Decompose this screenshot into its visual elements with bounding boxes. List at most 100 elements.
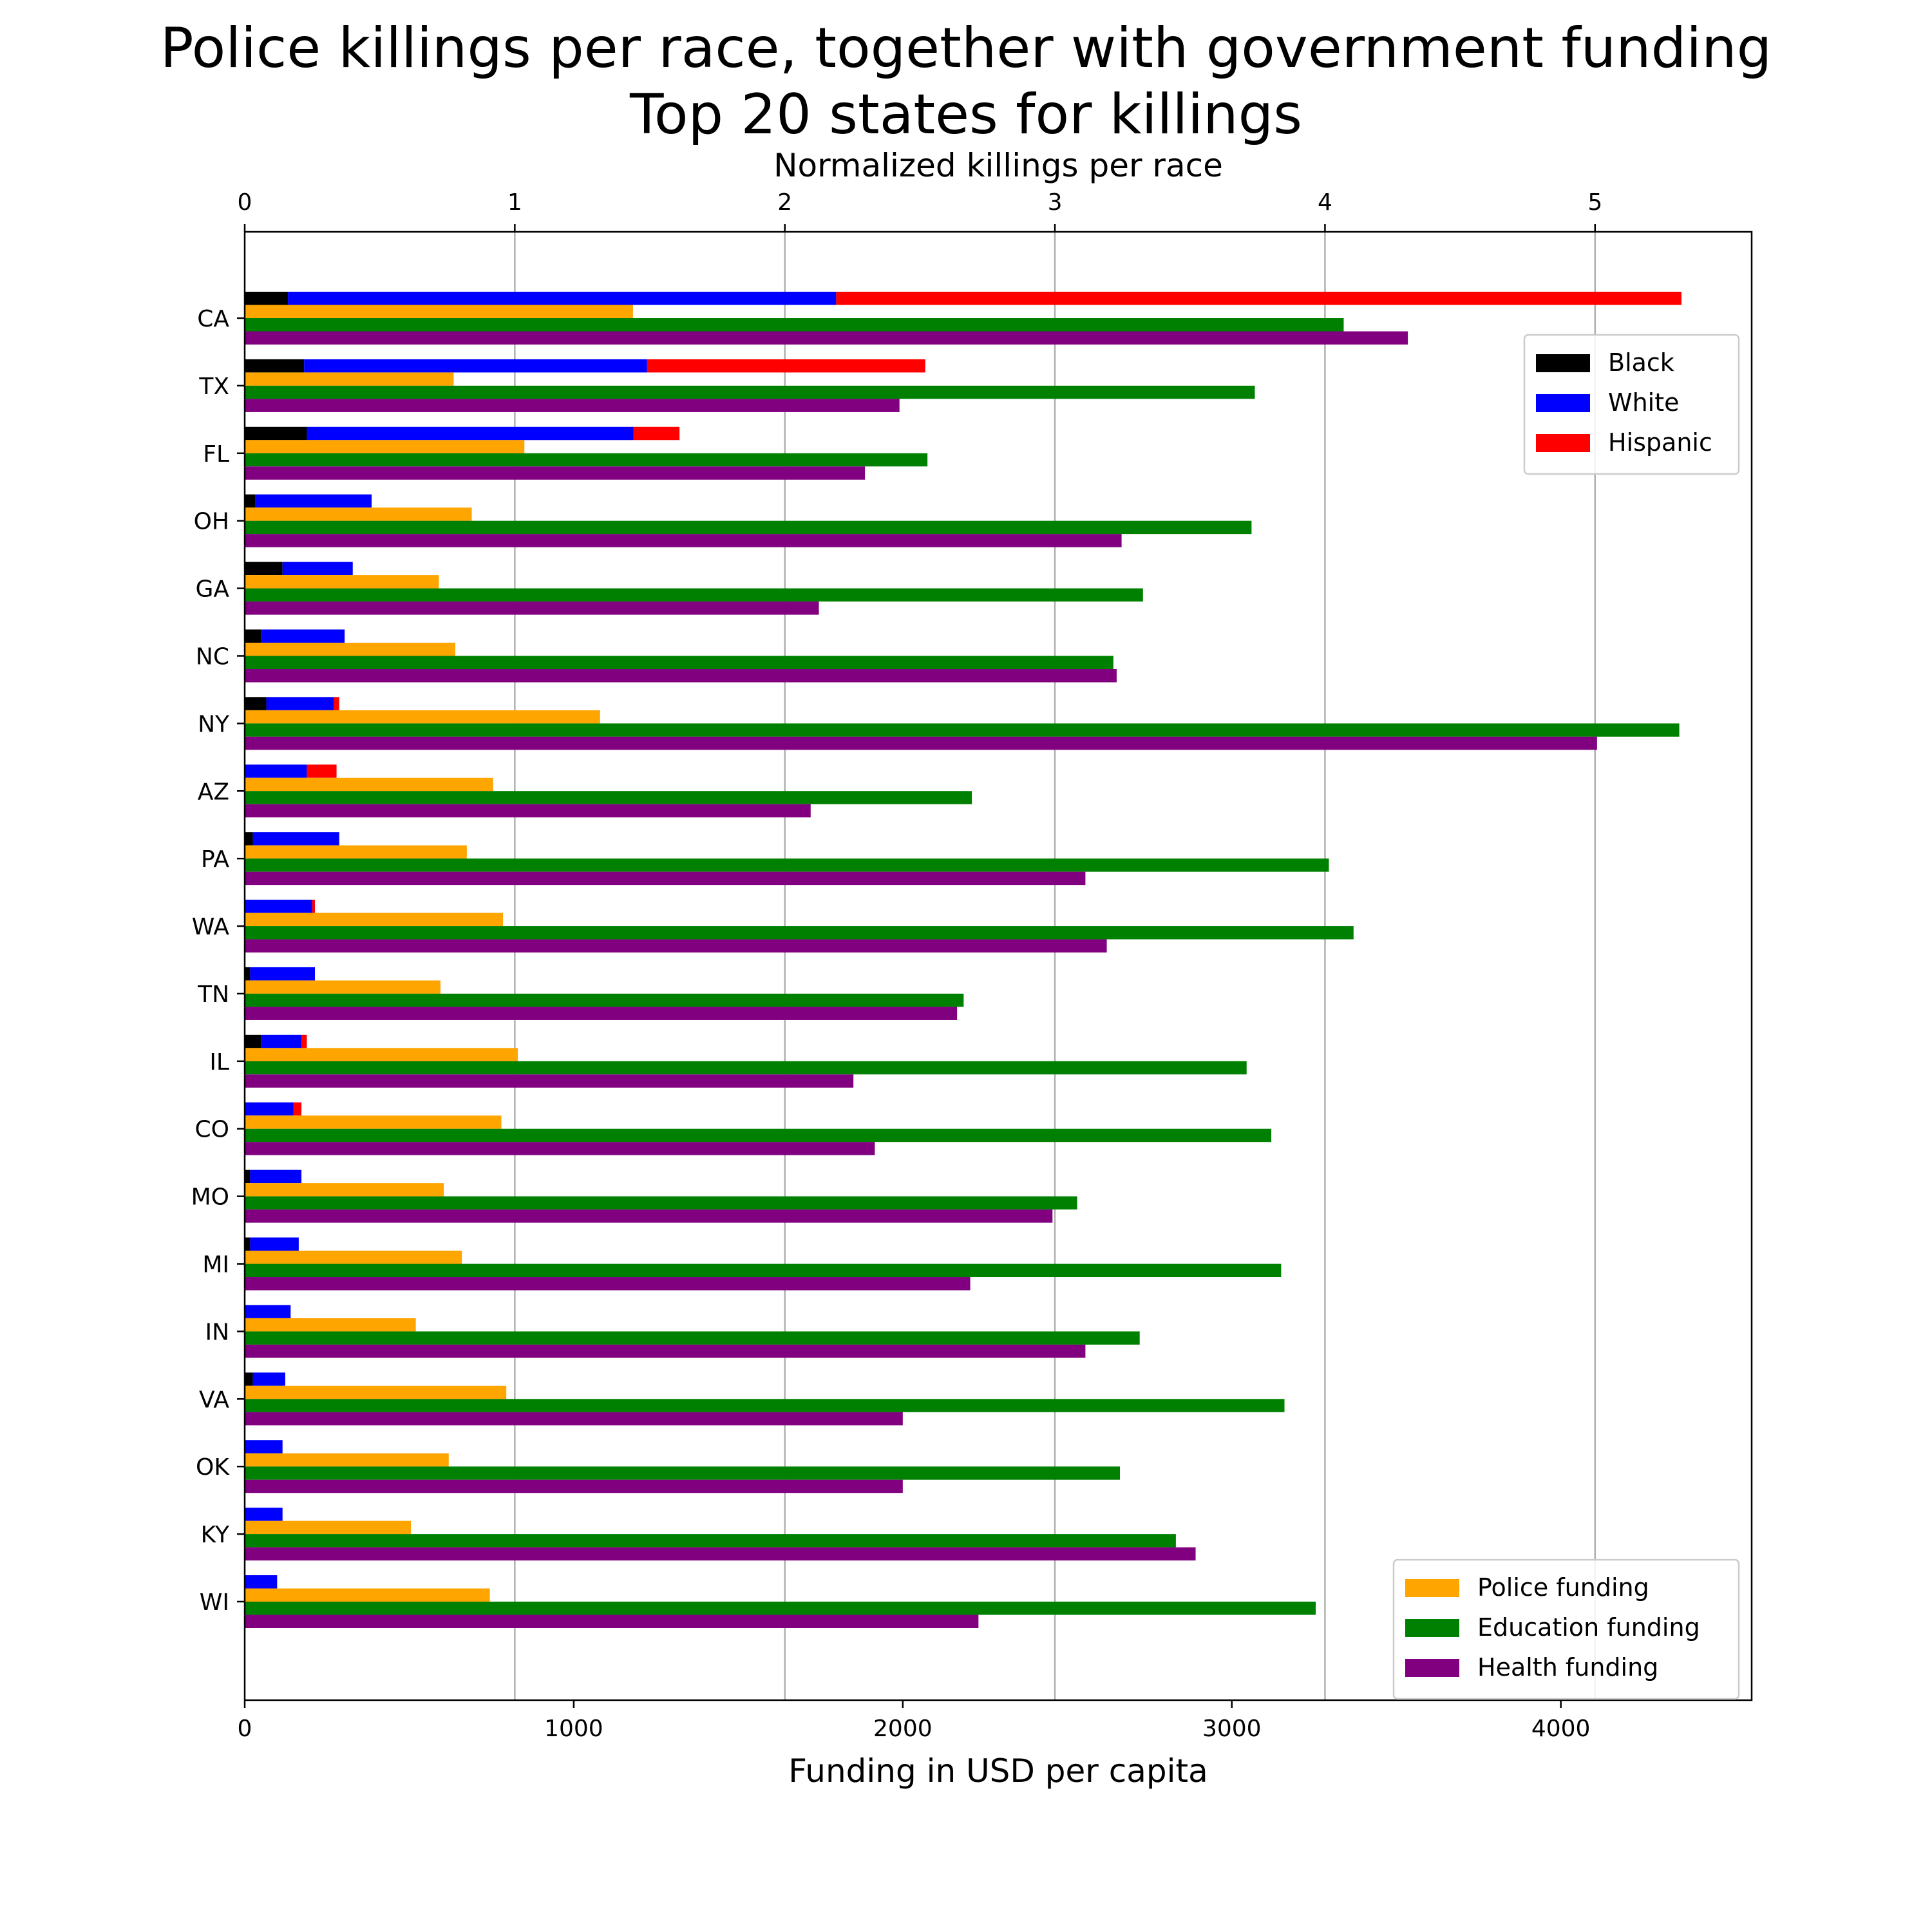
y-tick-label: TX (198, 374, 229, 400)
bar-health-funding (245, 1615, 979, 1628)
x-tick-label: 0 (238, 1716, 252, 1742)
legend-label: Hispanic (1608, 428, 1712, 457)
legend-label: White (1608, 388, 1680, 417)
chart-title: Police killings per race, together with … (160, 16, 1772, 80)
y-tick-label: NY (198, 711, 230, 737)
bar-education-funding (245, 656, 1113, 669)
y-tick-label: WA (192, 914, 230, 940)
x-tick-label: 3000 (1202, 1716, 1262, 1742)
bar-police-funding (245, 777, 493, 791)
y-tick-label: IN (205, 1319, 229, 1345)
bar-police-funding (245, 1588, 490, 1602)
y-tick-label: FL (203, 441, 229, 468)
y-tick-label: WI (200, 1589, 229, 1616)
bar-killings-black (245, 629, 261, 643)
y-tick-label: OH (194, 509, 229, 535)
bar-killings-white (250, 967, 316, 981)
top-axis-label: Normalized killings per race (773, 147, 1223, 184)
y-tick-label: IL (209, 1049, 229, 1075)
bar-killings-white (245, 764, 307, 778)
x2-tick-label: 3 (1048, 189, 1063, 216)
bar-police-funding (245, 1183, 444, 1197)
legend-swatch (1536, 354, 1590, 372)
y-tick-label: CO (195, 1117, 229, 1143)
bar-killings-white (250, 1237, 299, 1251)
y-tick-label: GA (195, 576, 229, 603)
y-tick-label: VA (199, 1387, 229, 1413)
legend-funding (1392, 1558, 1740, 1700)
bar-health-funding (245, 939, 1107, 953)
bar-killings-black (245, 562, 283, 576)
bar-education-funding (245, 385, 1255, 399)
bar-killings-black (245, 359, 305, 373)
bar-killings-white (245, 1508, 283, 1521)
x-tick-label: 2000 (873, 1716, 933, 1742)
bar-education-funding (245, 993, 964, 1007)
bar-killings-white (282, 562, 353, 576)
bar-health-funding (245, 736, 1597, 750)
y-tick-label: KY (201, 1522, 230, 1548)
bar-killings-white (261, 629, 345, 643)
bar-education-funding (245, 1061, 1247, 1075)
bar-police-funding (245, 507, 472, 521)
legend-swatch (1405, 1619, 1459, 1637)
bar-killings-black (245, 1170, 251, 1184)
bar-police-funding (245, 305, 633, 318)
bar-education-funding (245, 1196, 1077, 1210)
x-tick-label: 1000 (544, 1716, 603, 1742)
y-tick-label: OK (196, 1454, 230, 1481)
bar-education-funding (245, 858, 1329, 872)
plot-frame (243, 231, 1753, 1701)
bar-killings-white (245, 1305, 291, 1318)
bar-police-funding (245, 1520, 412, 1535)
bar-health-funding (245, 1277, 971, 1291)
bar-education-funding (245, 1128, 1272, 1142)
bar-education-funding (245, 1602, 1316, 1615)
bar-health-funding (245, 331, 1408, 345)
bar-health-funding (245, 601, 819, 615)
bar-police-funding (245, 845, 467, 859)
bar-education-funding (245, 1264, 1282, 1278)
bar-killings-white (307, 426, 634, 440)
bar-police-funding (245, 710, 600, 724)
bar-health-funding (245, 1007, 958, 1020)
x2-tick-label: 0 (238, 189, 252, 216)
bar-education-funding (245, 588, 1143, 602)
bar-killings-white (266, 697, 334, 710)
legend-swatch (1536, 394, 1590, 412)
x-tick-label: 4000 (1531, 1716, 1591, 1742)
bar-police-funding (245, 1453, 449, 1467)
bar-education-funding (245, 1534, 1176, 1548)
bar-police-funding (245, 372, 454, 386)
legend-swatch (1536, 434, 1590, 452)
bar-killings-black (245, 832, 253, 846)
y-tick-label: AZ (198, 779, 229, 805)
bar-killings-black (245, 1034, 261, 1048)
legend-label: Education funding (1477, 1613, 1700, 1642)
bar-killings-hispanic (301, 1034, 307, 1048)
bar-police-funding (245, 1385, 507, 1399)
bar-killings-black (245, 426, 307, 440)
bar-health-funding (245, 466, 866, 480)
bar-police-funding (245, 1251, 462, 1264)
bar-killings-black (245, 967, 251, 981)
bar-killings-hispanic (307, 764, 337, 778)
bar-police-funding (245, 1048, 518, 1061)
bar-health-funding (245, 804, 811, 818)
bar-police-funding (245, 642, 455, 656)
bar-health-funding (245, 1412, 903, 1426)
y-tick-label: MO (191, 1184, 229, 1211)
bar-health-funding (245, 1209, 1053, 1223)
bar-killings-white (245, 1440, 283, 1454)
y-tick-label: NC (196, 643, 229, 670)
bar-killings-black (245, 697, 267, 710)
bar-killings-white (250, 1170, 302, 1184)
bar-health-funding (245, 668, 1117, 683)
bar-killings-hispanic (633, 426, 680, 440)
bar-killings-black (245, 292, 289, 305)
bar-police-funding (245, 440, 525, 453)
bar-health-funding (245, 1479, 903, 1493)
bar-education-funding (245, 318, 1344, 332)
bar-education-funding (245, 926, 1354, 940)
